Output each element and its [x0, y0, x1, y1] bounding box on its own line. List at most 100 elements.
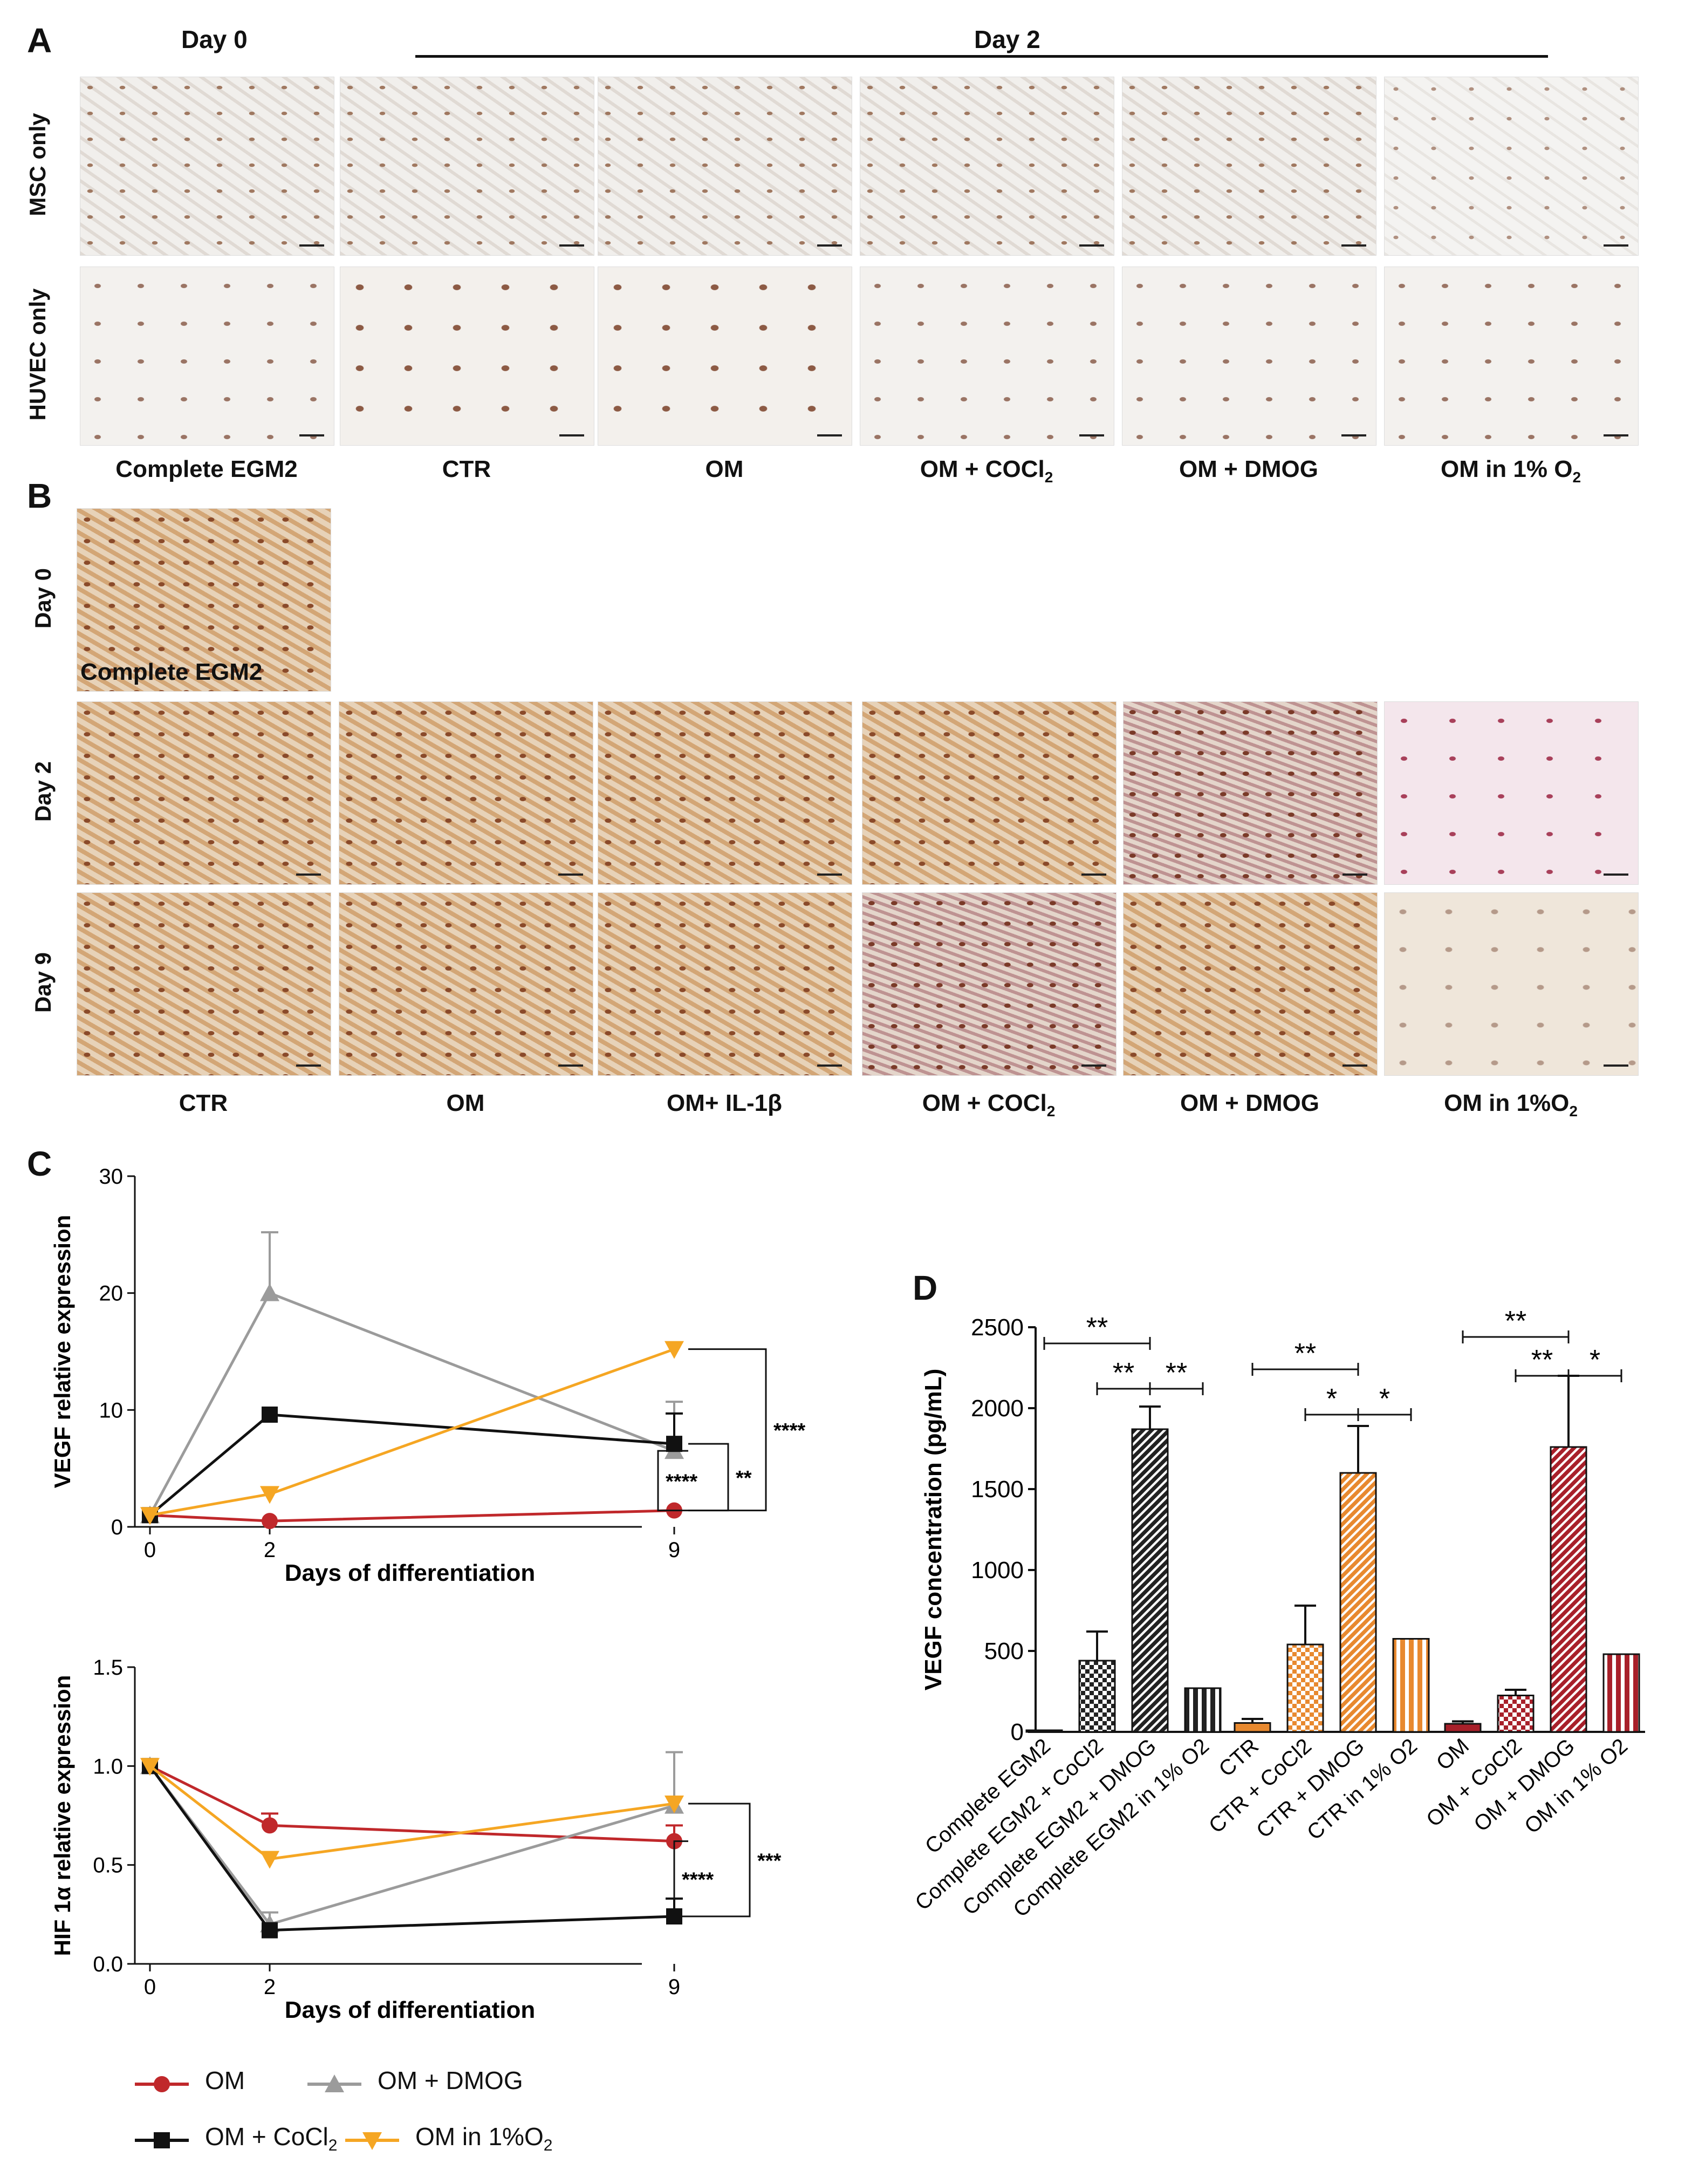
y-tick-label: 30	[99, 1165, 124, 1189]
column-label-text: OM	[446, 1090, 485, 1116]
x-tick-label: 2	[264, 1538, 276, 1562]
day0-header: Day 0	[181, 25, 248, 53]
significance-label: *	[1590, 1344, 1600, 1376]
day2-header-line	[415, 55, 1548, 58]
y-tick-label: 2500	[971, 1314, 1024, 1341]
column-label: OM + DMOG	[1112, 1090, 1387, 1120]
significance-label: **	[1505, 1311, 1526, 1337]
micrograph-tile	[339, 892, 593, 1076]
panel-b-label: B	[27, 476, 52, 515]
micrograph-tile	[860, 77, 1114, 256]
data-point	[262, 1922, 278, 1939]
chart-legend: OM OM + DMOG OM + CoCl2 OM in 1%O2	[124, 2058, 609, 2166]
micrograph-tile	[340, 77, 594, 256]
y-tick-label: 10	[99, 1398, 124, 1422]
y-tick-label: 0	[1011, 1719, 1024, 1745]
significance-label: **	[1531, 1344, 1553, 1376]
data-point	[260, 1486, 279, 1504]
hif1a-expression-chart: 0.0 0.5 1.0 1.5 0 2 9 Days of differentiation HI…	[50, 1656, 782, 2023]
significance-bracket	[688, 1803, 751, 1917]
significance-bracket	[657, 1450, 688, 1512]
panel-d-label: D	[913, 1268, 938, 1307]
column-label: OM	[328, 1090, 603, 1120]
row-label: Day 2	[30, 711, 56, 872]
scale-bar	[1341, 434, 1366, 436]
scale-bar	[1079, 244, 1104, 247]
column-label-text: OM + DMOG	[1180, 1090, 1319, 1116]
micrograph-tile	[339, 701, 593, 885]
category-label: OM	[1432, 1734, 1474, 1775]
significance-label: **	[1166, 1357, 1187, 1389]
row-label: Day 0	[30, 517, 56, 679]
legend-om-label: OM	[205, 2066, 245, 2094]
micrograph-tile	[1123, 701, 1378, 885]
legend-om-dmog-label: OM + DMOG	[378, 2066, 523, 2094]
y-axis-label: VEGF concentration (pg/mL)	[920, 1369, 947, 1690]
row-label-text: MSC only	[25, 113, 50, 216]
significance-label: *	[1326, 1383, 1337, 1415]
column-label-text: Complete EGM2	[115, 456, 298, 482]
legend-sub-2: 2	[328, 2137, 338, 2155]
micrograph-tile	[598, 892, 852, 1076]
x-axis-label: Days of differentiation	[285, 1560, 536, 1586]
y-tick-label: 0.5	[93, 1854, 123, 1878]
series-line	[149, 1509, 675, 1523]
column-label: CTR	[329, 456, 604, 486]
y-tick-label: 1.0	[93, 1755, 123, 1778]
significance-label: ****	[773, 1419, 805, 1442]
micrograph-tile	[1384, 701, 1639, 885]
data-point	[260, 1283, 279, 1301]
x-tick-label: 9	[668, 1538, 680, 1562]
scale-bar	[1079, 434, 1104, 436]
panel-c-label: C	[27, 1144, 52, 1183]
legend-om-cocl2-label: OM + CoCl	[205, 2122, 328, 2151]
column-label: OM+ IL-1β	[587, 1090, 862, 1120]
scale-bar	[817, 244, 842, 247]
column-label-subscript: 2	[1569, 1102, 1578, 1120]
legend-om-cocl2: OM + CoCl2	[205, 2122, 337, 2155]
micrograph-tile	[1384, 267, 1639, 446]
y-axis-label: VEGF relative expression	[50, 1215, 75, 1489]
tile-overlay-label: Complete EGM2	[80, 659, 262, 686]
scale-bar	[296, 873, 321, 876]
scale-bar	[1604, 1064, 1628, 1067]
x-tick-label: 0	[144, 1975, 156, 1999]
scale-bar	[817, 873, 842, 876]
panel-a-label: A	[27, 21, 52, 60]
scale-bar	[296, 1064, 321, 1067]
series-line	[149, 1765, 675, 1861]
data-point	[260, 1851, 279, 1869]
bar	[1286, 1643, 1324, 1733]
significance-bracket	[673, 1840, 688, 1917]
legend-om: OM	[205, 2066, 245, 2095]
x-tick-label: 0	[144, 1538, 156, 1562]
y-tick-label: 0.0	[93, 1953, 123, 1976]
legend-om-dmog: OM + DMOG	[378, 2066, 523, 2095]
column-label-text: CTR	[442, 456, 491, 482]
scale-bar	[299, 434, 324, 436]
row-label-text: Day 2	[30, 761, 56, 822]
significance-label: ****	[682, 1868, 714, 1891]
data-point	[154, 2076, 170, 2092]
scale-bar	[1342, 1064, 1367, 1067]
significance-label: **	[1086, 1312, 1108, 1343]
column-label: OM in 1% O2	[1373, 456, 1648, 486]
column-label-text: OM+ IL-1β	[667, 1090, 782, 1116]
micrograph-tile	[1122, 267, 1376, 446]
data-point	[362, 2132, 382, 2150]
micrograph-tile	[77, 701, 331, 885]
scale-bar	[817, 434, 842, 436]
bar	[1025, 1729, 1063, 1733]
column-label-text: OM in 1% O	[1440, 456, 1573, 482]
column-label: OM in 1%O2	[1373, 1090, 1648, 1120]
significance-label: **	[736, 1467, 752, 1490]
column-label-text: OM + DMOG	[1179, 456, 1318, 482]
column-label: OM	[587, 456, 862, 486]
scale-bar	[1604, 873, 1628, 876]
micrograph-tile	[1122, 77, 1376, 256]
micrograph-tile	[862, 892, 1117, 1076]
micrograph-tile: Complete EGM2	[77, 508, 331, 692]
bar	[1497, 1695, 1535, 1733]
row-label: Day 9	[30, 902, 56, 1063]
scale-bar	[1604, 434, 1628, 436]
